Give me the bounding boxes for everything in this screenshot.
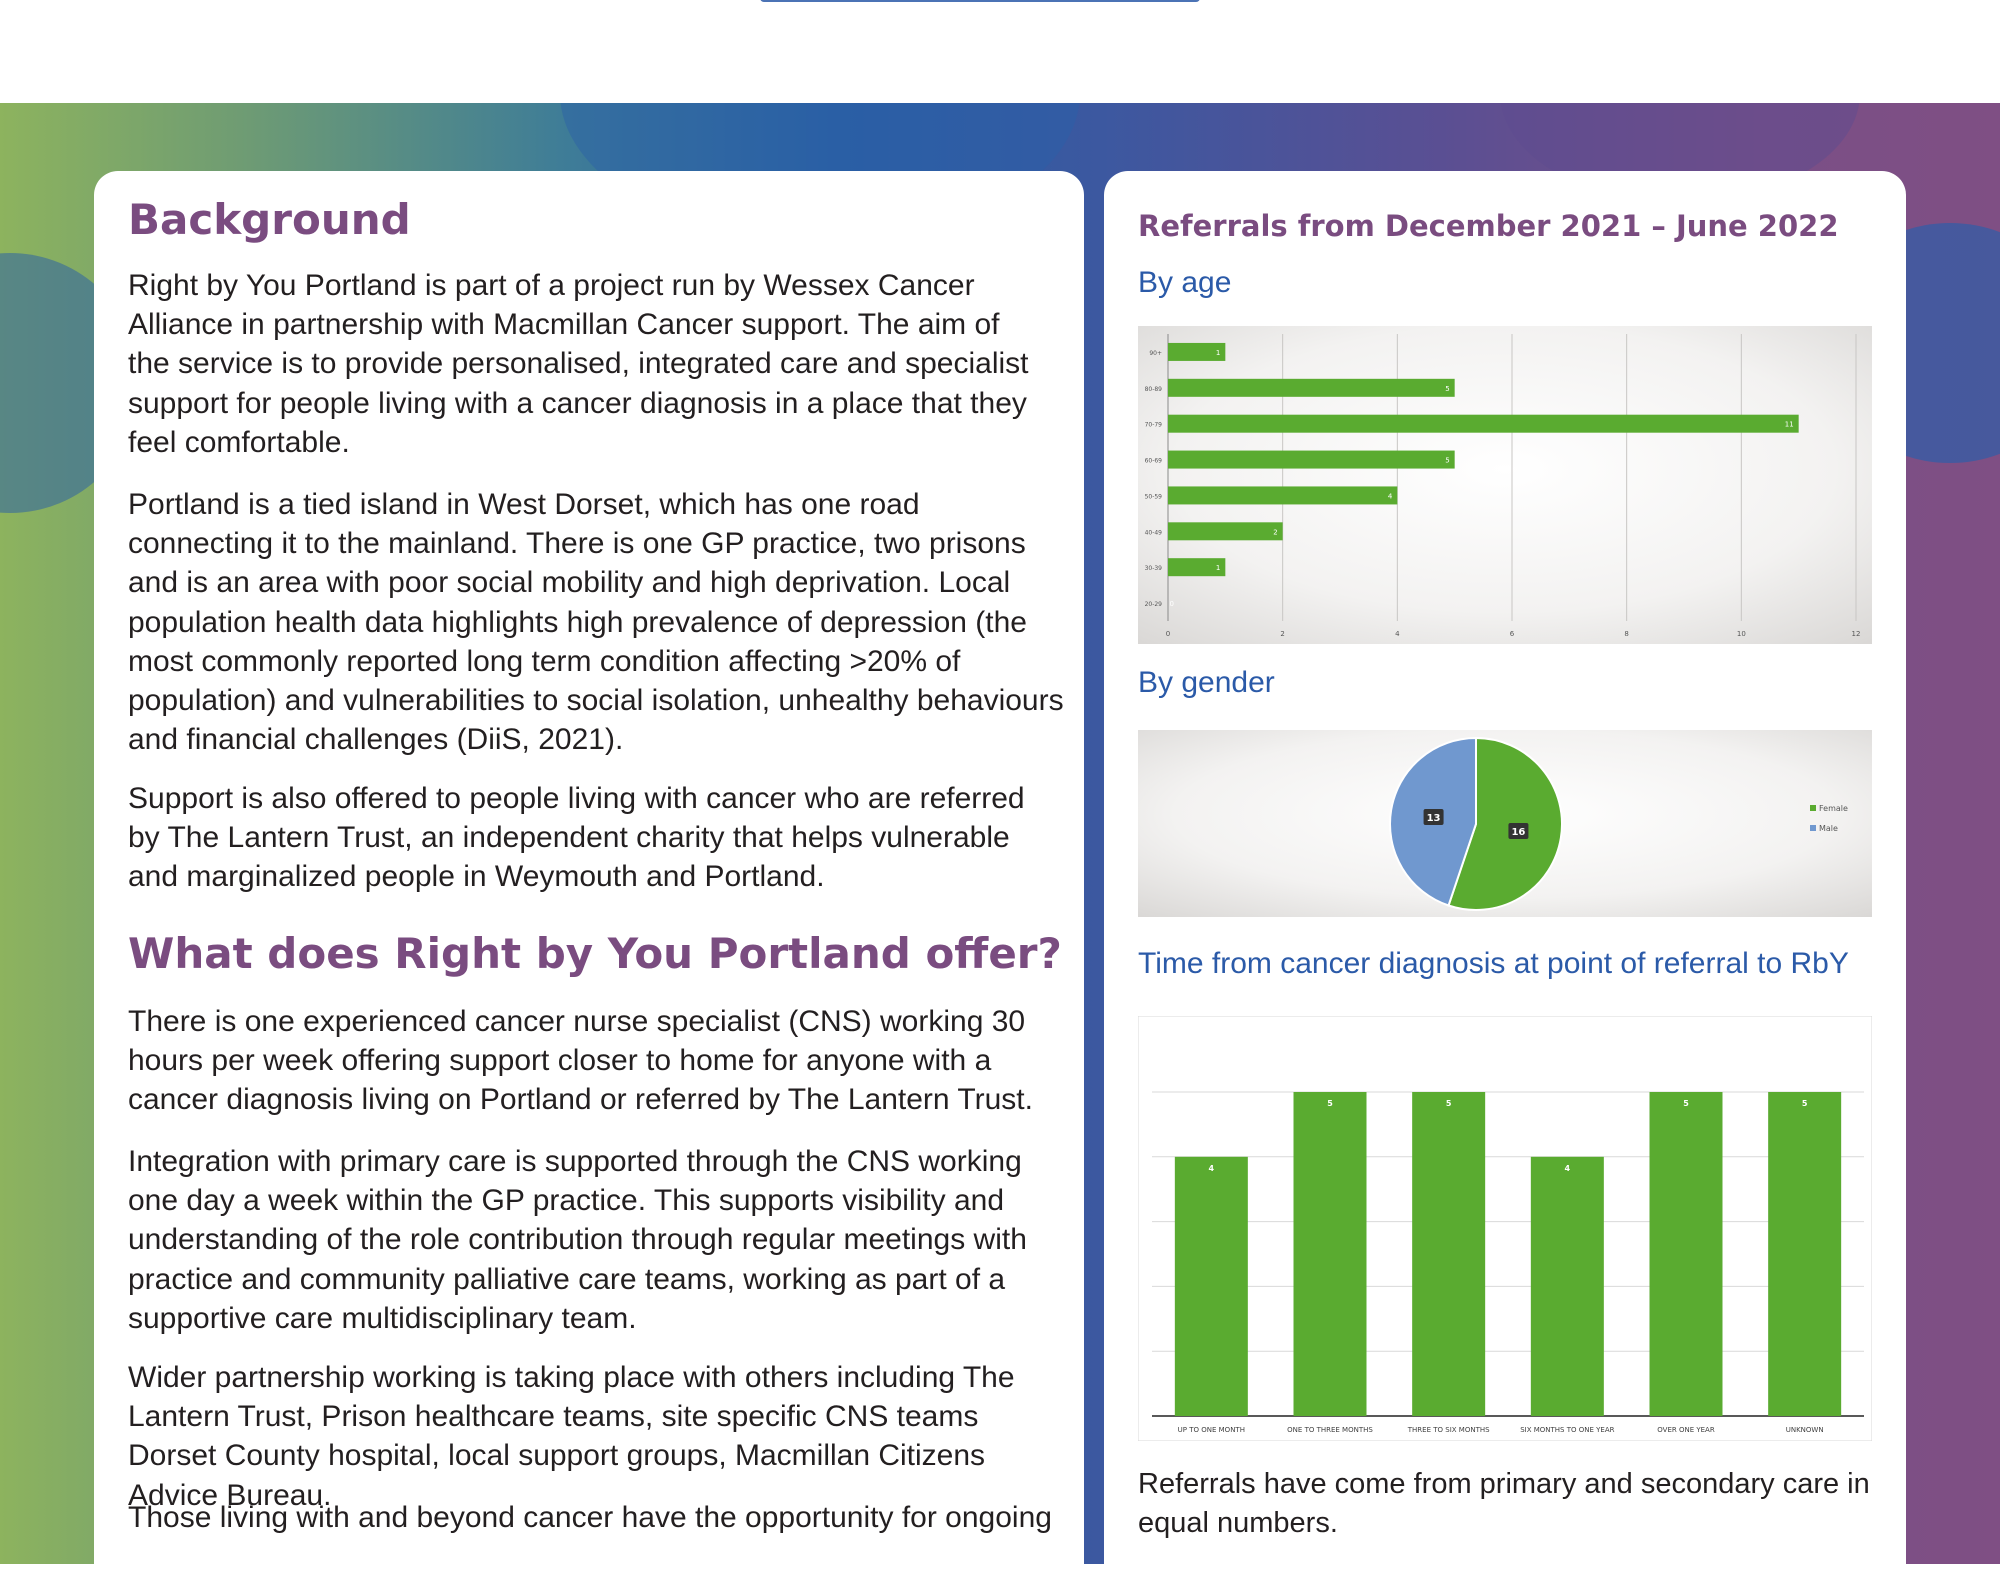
legend-swatch [1810, 825, 1816, 831]
offer-paragraph: Those living with and beyond cancer have… [128, 1501, 1052, 1534]
x-tick-label: OVER ONE YEAR [1657, 1426, 1715, 1434]
background-paragraph: Right by You Portland is part of a proje… [128, 269, 1029, 459]
y-tick-label: 70-79 [1145, 422, 1163, 429]
background-paragraph: Support is also offered to people living… [128, 782, 1025, 894]
gender-pie-chart: 16 13 Female Male [1138, 730, 1872, 917]
bar [1168, 342, 1226, 361]
referrals-footer-text: Referrals have come from primary and sec… [1138, 1468, 1870, 1540]
bar [1530, 1156, 1604, 1416]
x-tick-label: UP TO ONE MONTH [1178, 1426, 1245, 1434]
by-gender-label: By gender [1138, 666, 1275, 699]
data-label: 13 [1427, 813, 1441, 824]
background-paragraph: Portland is a tied island in West Dorset… [128, 488, 1064, 757]
legend-label: Male [1819, 824, 1838, 833]
x-tick-label: ONE TO THREE MONTHS [1287, 1426, 1373, 1434]
age-chart: 0 2 4 6 8 10 12 90+ 1 80-89 5 70-79 11 60-69 5 50-59 4 40… [1138, 326, 1872, 644]
y-tick-label: 30-39 [1145, 565, 1163, 572]
offer-paragraph: Wider partnership working is taking plac… [128, 1361, 1015, 1512]
time-chart: 4 UP TO ONE MONTH 5 ONE TO THREE MONTHS 5 THR… [1137, 1015, 1873, 1442]
background-card: Background Right by You Portland is part… [94, 171, 1084, 1591]
referrals-card: Referrals from December 2021 – June 2022… [1104, 171, 1906, 1591]
data-label-box [1423, 809, 1444, 826]
x-tick-label: UNKNOWN [1786, 1426, 1824, 1434]
legend-label: Female [1819, 804, 1848, 813]
data-label: 4 [1565, 1164, 1571, 1173]
bar [1293, 1092, 1367, 1416]
data-label: 5 [1446, 1099, 1452, 1108]
data-label: 5 [1445, 385, 1449, 393]
bar [1174, 1156, 1248, 1416]
bar [1649, 1092, 1723, 1416]
y-tick-label: 80-89 [1145, 386, 1163, 393]
offer-heading: What does Right by You Portland offer? [128, 929, 1062, 978]
chart-background [1137, 1015, 1873, 1442]
referrals-title: Referrals from December 2021 – June 2022 [1138, 209, 1839, 243]
data-label: 0 [1170, 600, 1174, 608]
data-label: 2 [1273, 528, 1277, 536]
y-tick-label: 40-49 [1145, 529, 1163, 536]
legend-swatch [1810, 805, 1816, 811]
data-label: 16 [1511, 827, 1525, 838]
data-label: 5 [1802, 1099, 1808, 1108]
data-label: 4 [1388, 492, 1393, 500]
by-age-label: By age [1138, 266, 1232, 299]
bar [1168, 450, 1455, 469]
bar [1768, 1092, 1842, 1416]
x-tick-label: 0 [1166, 630, 1170, 638]
data-label: 5 [1327, 1099, 1333, 1108]
bar [1168, 414, 1799, 433]
y-tick-label: 20-29 [1145, 601, 1163, 608]
y-tick-label: 90+ [1149, 350, 1162, 357]
data-label: 1 [1216, 564, 1220, 572]
x-tick-label: THREE TO SIX MONTHS [1407, 1426, 1490, 1434]
cropped-page-title [760, 0, 1200, 6]
chart-background [1138, 326, 1872, 644]
x-tick-label: 2 [1280, 630, 1284, 638]
data-label: 4 [1209, 1164, 1215, 1173]
bar [1412, 1092, 1486, 1416]
x-tick-label: 10 [1737, 630, 1746, 638]
time-label: Time from cancer diagnosis at point of r… [1138, 947, 1849, 980]
x-tick-label: SIX MONTHS TO ONE YEAR [1520, 1426, 1614, 1434]
data-label: 11 [1785, 421, 1794, 429]
offer-paragraph: There is one experienced cancer nurse sp… [128, 1005, 1033, 1117]
y-tick-label: 50-59 [1145, 493, 1163, 500]
bar [1168, 486, 1398, 505]
x-tick-label: 12 [1852, 630, 1861, 638]
time-bar-chart: 4 UP TO ONE MONTH 5 ONE TO THREE MONTHS 5 THR… [1137, 1015, 1873, 1442]
gender-chart: 16 13 Female Male [1138, 730, 1872, 917]
bar [1168, 378, 1455, 397]
background-heading: Background [128, 195, 411, 244]
x-tick-label: 8 [1624, 630, 1628, 638]
x-tick-label: 4 [1395, 630, 1400, 638]
data-label: 5 [1445, 457, 1449, 465]
bar [1168, 558, 1226, 577]
offer-paragraph: Integration with primary care is support… [128, 1145, 1027, 1335]
bar [1168, 522, 1283, 541]
x-tick-label: 6 [1510, 630, 1515, 638]
data-label-box [1508, 822, 1529, 839]
data-label: 1 [1216, 349, 1220, 357]
data-label: 5 [1683, 1099, 1689, 1108]
y-tick-label: 60-69 [1145, 458, 1163, 465]
